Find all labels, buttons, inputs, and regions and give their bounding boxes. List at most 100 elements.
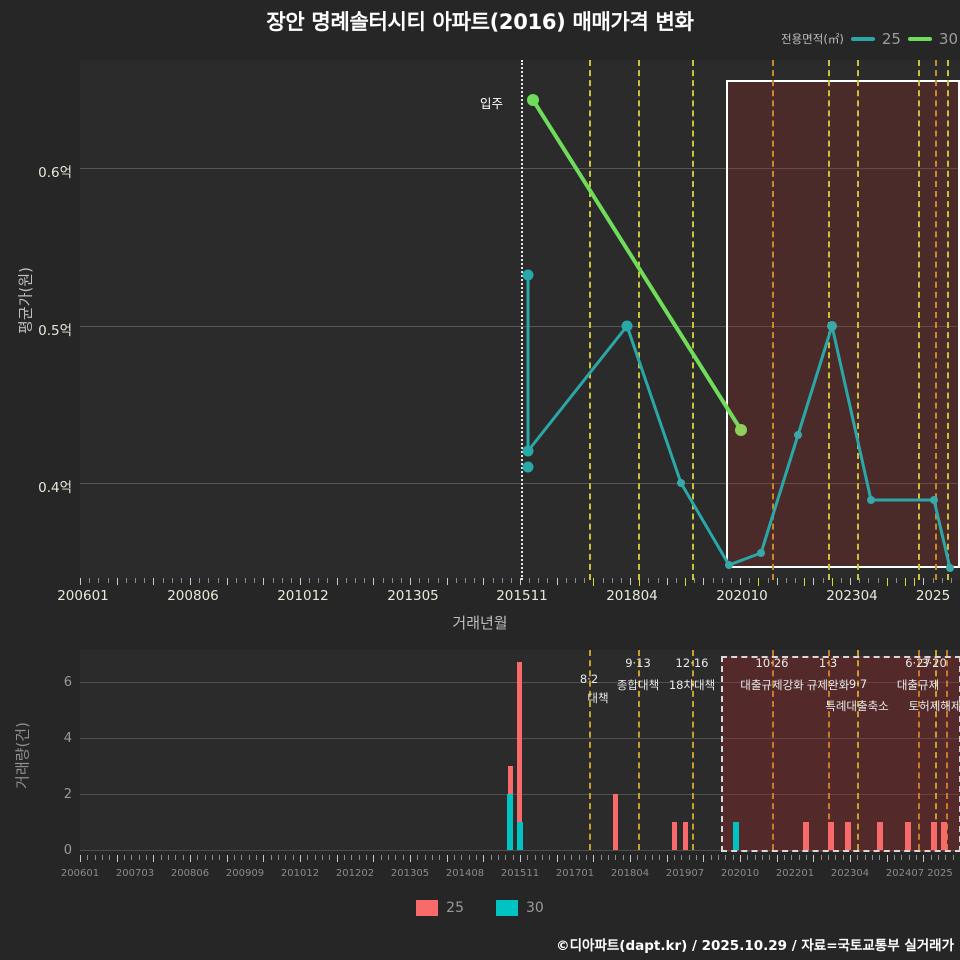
xaxis-tick	[364, 578, 365, 583]
annotation-name-3-20: 토허제해제	[908, 699, 960, 713]
xaxis-tick	[579, 855, 580, 860]
xaxis-tick	[346, 578, 347, 583]
legend-label-30: 30	[938, 30, 958, 48]
gridline-vol-0	[80, 850, 960, 851]
xaxis-tick	[667, 855, 668, 862]
annotation-date-8-2: 8·2	[579, 672, 599, 686]
annotation-date-10-26: 10·26	[755, 656, 789, 670]
series-point-25	[794, 431, 802, 439]
xaxis-tick	[762, 855, 763, 860]
xtick-bot-0: 200601	[60, 868, 100, 879]
xaxis-tick	[813, 578, 814, 585]
xaxis-tick	[117, 855, 118, 862]
xaxis-tick	[630, 855, 631, 862]
xaxis-tick	[529, 578, 530, 583]
xaxis-tick	[139, 855, 140, 860]
xaxis-tick	[538, 578, 539, 583]
xaxis-tick	[821, 855, 822, 860]
xaxis-tick	[850, 578, 851, 585]
xaxis-tick	[212, 855, 213, 860]
xaxis-tick	[465, 578, 466, 583]
annotation-date-9-7: 9·7	[848, 677, 868, 691]
xaxis-tick	[520, 855, 521, 862]
xaxis-tick	[703, 855, 704, 862]
series-line-30	[531, 98, 743, 432]
xaxis-tick	[630, 578, 631, 585]
xaxis-tick	[493, 578, 494, 583]
highlight-region-box-bottom	[721, 656, 960, 852]
series-point-25	[827, 321, 837, 331]
xaxis-tick	[117, 578, 118, 585]
volume-bar-chart: 8·2 대책 9·13 종합대책 12·16 18차대책 10·26 대출규제강…	[80, 650, 960, 852]
series-point-25	[867, 496, 875, 504]
xaxis-tick	[300, 578, 301, 585]
xaxis-tick	[181, 578, 182, 583]
xaxis-tick	[879, 855, 880, 860]
bar-25	[905, 822, 911, 850]
xaxis-tick	[124, 855, 125, 860]
xaxis-tick	[153, 578, 154, 585]
xaxis-tick	[337, 578, 338, 585]
xaxis-tick	[747, 855, 748, 860]
xaxis-tick	[432, 855, 433, 860]
xaxis-tick	[722, 578, 723, 583]
xaxis-tick	[439, 855, 440, 860]
xaxis-tick	[799, 855, 800, 860]
highlight-region-box	[726, 80, 960, 568]
xtick-bot-15: 202407	[885, 868, 925, 879]
xaxis-tick	[806, 855, 807, 860]
xaxis-tick	[438, 578, 439, 583]
xaxis-tick	[615, 855, 616, 860]
xaxis-tick	[527, 855, 528, 860]
bar-25	[931, 822, 937, 850]
series-legend: 전용면적(㎡) 25 30	[781, 30, 958, 48]
move-in-label: 입주	[480, 96, 504, 111]
series-point-25	[522, 461, 534, 473]
volume-legend-item-30: 30	[496, 900, 544, 916]
xtick-main-1: 200806	[167, 588, 219, 604]
xaxis-tick	[857, 855, 858, 860]
xaxis-tick	[938, 855, 939, 860]
xtick-bot-16: 2025	[927, 868, 953, 879]
bar-25	[683, 822, 688, 850]
xtick-bot-13: 202201	[775, 868, 815, 879]
xaxis-tick	[933, 578, 934, 583]
policy-line-9-13	[638, 60, 640, 580]
xtick-main-4: 201511	[496, 588, 548, 604]
volume-legend-label-30: 30	[526, 900, 544, 916]
ytick-0.4: 0.4억	[38, 480, 72, 496]
annotation-date-6-27: 6·27	[905, 656, 931, 670]
policy-line-1-3	[828, 60, 830, 580]
xaxis-tick	[676, 578, 677, 583]
xaxis-tick	[351, 855, 352, 860]
annotation-date-1-3: 1·3	[818, 656, 838, 670]
series-point-30	[735, 424, 747, 436]
series-point-25	[621, 320, 633, 332]
xaxis-tick	[329, 855, 330, 860]
policy-line-8-2	[589, 60, 591, 580]
xtick-main-8: 2025	[915, 588, 951, 604]
xaxis-tick	[648, 578, 649, 583]
xaxis-tick	[733, 855, 734, 860]
bar-25	[828, 822, 834, 850]
xaxis-tick	[841, 578, 842, 583]
xaxis-tick	[813, 855, 814, 862]
xaxis-tick	[689, 855, 690, 860]
ytick-0.5: 0.5억	[38, 323, 72, 339]
xaxis-tick	[749, 578, 750, 583]
xaxis-tick	[80, 578, 81, 585]
xaxis-tick	[549, 855, 550, 860]
ytick-vol-0: 0	[63, 843, 72, 858]
xaxis-tick	[791, 855, 792, 860]
xaxis-tick	[953, 855, 954, 860]
xaxis-tick	[777, 855, 778, 862]
annotation-date-12-16: 12·16	[675, 656, 709, 670]
xaxis-tick	[865, 855, 866, 860]
xaxis-tick	[575, 578, 576, 583]
xaxis-tick	[102, 855, 103, 860]
xaxis-tick	[623, 855, 624, 860]
xtick-main-3: 201305	[387, 588, 439, 604]
policy-line-bot-extra	[946, 650, 948, 850]
xaxis-tick	[542, 855, 543, 860]
xaxis-tick	[696, 855, 697, 860]
